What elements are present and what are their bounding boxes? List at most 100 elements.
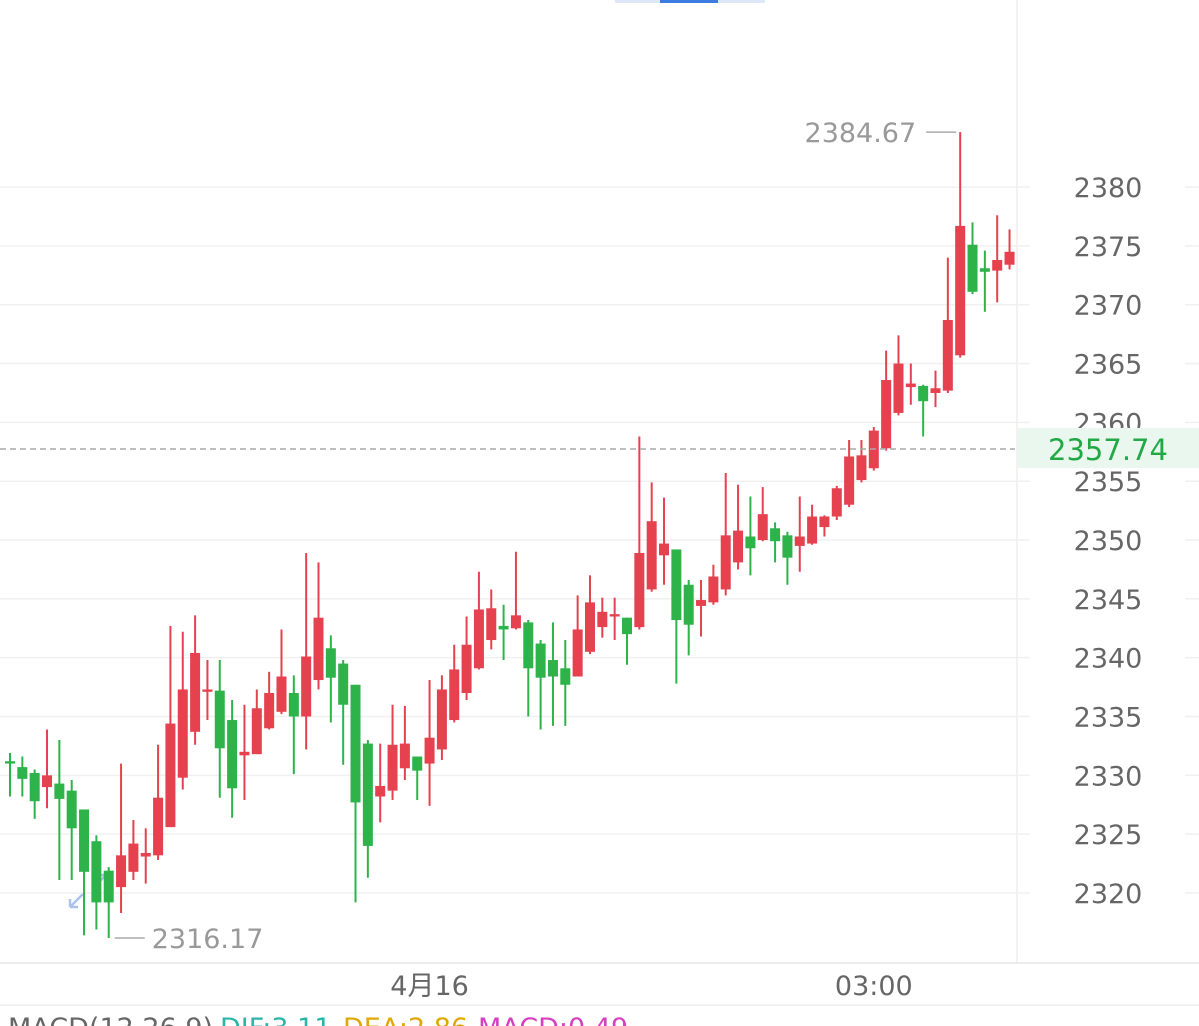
candle-body [696,600,707,606]
candle-body [165,723,176,828]
candle-body [66,790,77,829]
candle-body [979,268,990,272]
candle-body [350,684,361,803]
candle-body [29,772,40,802]
candle-body [54,783,65,799]
candle-body [770,528,781,542]
candle-body [831,488,842,517]
candle-body [239,751,250,756]
candle-body [745,536,756,549]
y-tick-label: 2365 [1074,350,1143,381]
candle-body [560,668,571,685]
candle-body [251,708,262,755]
candle-body [597,611,608,628]
candle-body [473,609,484,669]
candle-body [535,643,546,678]
candle-body [17,767,28,779]
candle-body [103,870,114,903]
low-label: 2316.17 [152,924,264,955]
y-tick-label: 2380 [1074,173,1143,204]
candle-body [461,644,472,693]
candle-body [671,549,682,621]
candle-body [708,576,719,603]
candle-body [190,652,201,732]
candle-body [720,535,731,590]
candle-body [301,656,312,717]
y-tick-label: 2330 [1074,761,1143,792]
candle-body [116,855,127,888]
candle-body [609,614,620,617]
candle-body [942,320,953,391]
candle-body [967,244,978,292]
candle-body [1004,251,1015,265]
plot: 2320232523302335234023452350235523602365… [0,118,1199,1002]
candle-body [893,363,904,413]
candle-body [782,535,793,558]
candle-body [659,543,670,556]
candle-body [387,744,398,791]
candle-body [276,676,287,712]
candle-body [819,516,830,528]
candle-body [264,692,275,729]
zoom-arrow [68,892,85,909]
y-tick-label: 2370 [1074,291,1143,322]
candle-body [5,761,15,764]
last-price-label: 2357.74 [1048,433,1168,467]
candle-body [930,388,941,393]
last-price-box [1018,427,1199,468]
candle-body [177,689,188,778]
candle-body [79,809,90,872]
candle-body [140,852,151,857]
candle-body [646,521,657,590]
candle-body [424,737,435,764]
macd-label: MACD(12,26,9) [8,1013,213,1026]
candle-body [325,648,336,678]
y-tick-label: 2325 [1074,820,1143,851]
candle-body [214,690,225,749]
candle-body [436,689,447,750]
candle-body [881,380,892,449]
candle-body [313,617,324,681]
candle-body [202,689,213,692]
candle-body [794,536,805,546]
candle-body [572,629,583,677]
dea-label: DEA:2.86 [343,1013,468,1026]
y-tick-label: 2350 [1074,526,1143,557]
candle-body [412,756,423,771]
candle-body [338,663,349,705]
candle-body [955,225,966,356]
candle-body [584,602,595,652]
y-tick-label: 2340 [1074,644,1143,675]
candle-body [905,383,916,388]
candle-body [91,841,102,903]
candle-body [622,617,632,635]
candle-body [128,843,139,872]
candle-body [807,516,818,544]
candle-body [288,692,299,717]
candle-body [523,622,534,669]
candle-body [510,615,521,629]
dif-label: DIF:3.11 [220,1013,331,1026]
candle-body [683,584,694,625]
candle-body [449,669,460,721]
candle-body [634,552,645,628]
candle-body [992,260,1003,271]
y-tick-label: 2320 [1074,879,1143,910]
tab-active [660,0,718,3]
candle-body [227,720,238,789]
candle-body [362,743,373,846]
candle-body [498,625,509,630]
candle-body [844,456,855,505]
candle-body [757,514,768,541]
macd-value-label: MACD:0.49 [478,1013,628,1026]
candle-body [375,785,386,797]
y-tick-label: 2375 [1074,232,1143,263]
candle-body [153,797,164,856]
candle-body [399,743,410,769]
x-tick-label: 4月16 [390,971,469,1002]
x-tick-label: 03:00 [835,971,913,1002]
candle-body [547,660,558,677]
candle-body [918,385,929,402]
candle-body [42,775,53,788]
